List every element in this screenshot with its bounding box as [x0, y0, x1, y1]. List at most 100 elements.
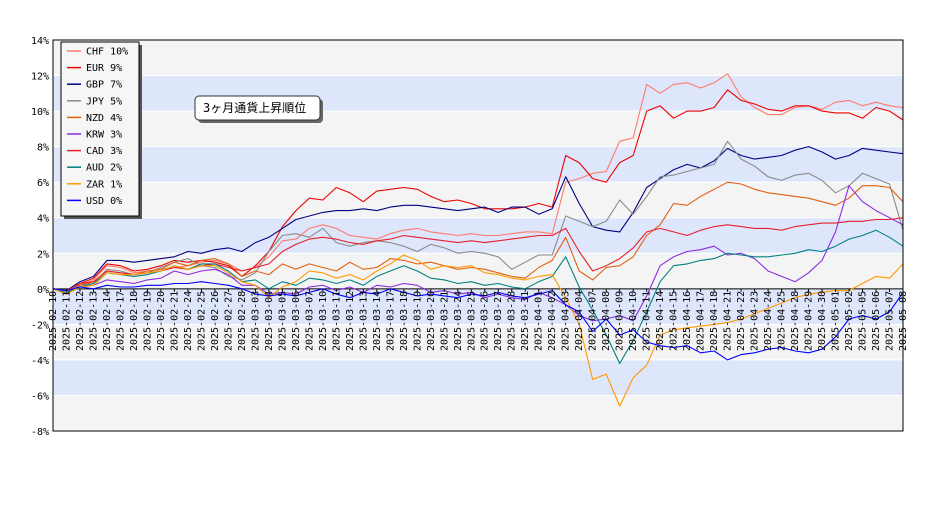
x-tick-label: 2025-02-21	[169, 291, 180, 351]
legend-label: CAD 3%	[86, 146, 122, 157]
x-tick-label: 2025-03-21	[439, 291, 450, 351]
x-tick-label: 2025-04-02	[547, 291, 558, 351]
y-tick-label: -2%	[31, 320, 49, 331]
x-tick-label: 2025-03-13	[358, 291, 369, 351]
x-tick-label: 2025-03-18	[399, 291, 410, 351]
x-tick-label: 2025-04-29	[804, 291, 815, 351]
x-tick-label: 2025-02-14	[102, 291, 113, 351]
x-tick-label: 2025-04-17	[696, 291, 707, 351]
legend-label: CHF 10%	[86, 47, 128, 58]
plot-border	[52, 39, 904, 432]
series-line	[52, 181, 904, 295]
x-tick-label: 2025-02-25	[196, 291, 207, 351]
series-line	[52, 254, 904, 407]
x-tick-label: 2025-03-14	[372, 291, 383, 351]
x-tick-label: 2025-03-19	[412, 291, 423, 351]
x-tick-label: 2025-05-01	[831, 291, 842, 351]
legend-label: JPY 5%	[86, 96, 122, 107]
legend-label: AUD 2%	[86, 163, 122, 174]
chart-title-background	[194, 95, 321, 121]
series-line	[52, 229, 904, 365]
x-tick-label: 2025-05-02	[844, 291, 855, 351]
x-tick-label: 2025-03-07	[304, 291, 315, 351]
plot-band	[53, 40, 903, 76]
x-tick-label: 2025-03-24	[453, 291, 464, 351]
x-tick-label: 2025-05-06	[871, 291, 882, 351]
x-tick-label: 2025-03-03	[250, 291, 261, 351]
x-tick-label: 2025-04-24	[763, 291, 774, 351]
series-line	[52, 281, 904, 361]
series-line	[52, 73, 904, 293]
plot-band	[53, 182, 903, 218]
plot-band	[53, 359, 903, 396]
series-line	[52, 89, 904, 295]
plot-band	[53, 111, 903, 147]
legend-label: EUR 9%	[86, 63, 122, 74]
x-tick-label: 2025-03-25	[466, 291, 477, 351]
x-tick-label: 2025-02-13	[89, 291, 100, 351]
y-tick-label: 12%	[31, 72, 49, 83]
x-tick-label: 2025-02-12	[75, 291, 86, 351]
series-lines	[52, 73, 904, 407]
x-tick-label: 2025-03-28	[507, 291, 518, 351]
x-tick-label: 2025-03-20	[426, 291, 437, 351]
legend-label: GBP 7%	[86, 80, 122, 91]
series-line	[52, 140, 904, 292]
x-tick-label: 2025-04-23	[750, 291, 761, 351]
y-tick-label: 10%	[31, 107, 49, 118]
plot-band	[53, 395, 903, 431]
legend: CHF 10% EUR 9% GBP 7% JPY 5% NZD 4% KRW 3% CAD…	[60, 41, 142, 219]
x-tick-label: 2025-05-08	[898, 291, 909, 351]
plot-band	[53, 288, 903, 325]
x-tick-label: 2025-03-04	[264, 291, 275, 351]
y-tick-label: -6%	[31, 391, 49, 402]
y-tick-label: 6%	[37, 178, 49, 189]
x-tick-label: 2025-04-10	[628, 291, 639, 351]
x-tick-label: 2025-04-16	[682, 291, 693, 351]
plot-band	[53, 217, 903, 254]
x-tick-label: 2025-03-11	[331, 291, 342, 351]
x-tick-label: 2025-02-18	[129, 291, 140, 351]
x-tick-label: 2025-02-10	[48, 291, 59, 351]
y-tick-label: 0%	[37, 285, 49, 296]
x-tick-label: 2025-04-01	[534, 291, 545, 351]
background-bands	[53, 40, 903, 431]
x-tick-label: 2025-04-30	[817, 291, 828, 351]
y-tick-label: 2%	[37, 249, 49, 260]
x-tick-label: 2025-04-18	[709, 291, 720, 351]
y-tick-label: 14%	[31, 36, 49, 47]
legend-box	[60, 41, 140, 217]
x-tick-label: 2025-04-04	[574, 291, 585, 351]
legend-label: USD 0%	[86, 196, 122, 207]
x-tick-label: 2025-04-09	[615, 291, 626, 351]
y-tick-label: -8%	[31, 427, 49, 438]
legend-label: ZAR 1%	[86, 179, 122, 190]
x-tick-label: 2025-03-31	[520, 291, 531, 351]
x-tick-label: 2025-03-06	[291, 291, 302, 351]
x-tick-labels: 2025-02-10 2025-02-11 2025-02-12 2025-02-13…	[48, 291, 909, 351]
x-tick-label: 2025-04-15	[669, 291, 680, 351]
x-tick-label: 2025-04-11	[642, 291, 653, 351]
y-tick-label: 8%	[37, 143, 49, 154]
x-tick-label: 2025-02-26	[210, 291, 221, 351]
x-tick-label: 2025-03-10	[318, 291, 329, 351]
x-tick-label: 2025-04-21	[723, 291, 734, 351]
y-tick-label: -4%	[31, 356, 49, 367]
y-tick-label: 4%	[37, 214, 49, 225]
x-tick-label: 2025-04-28	[790, 291, 801, 351]
axes	[52, 39, 904, 432]
x-tick-label: 2025-02-17	[116, 291, 127, 351]
plot-band	[53, 324, 903, 360]
x-tick-label: 2025-02-20	[156, 291, 167, 351]
x-tick-label: 2025-02-28	[237, 291, 248, 351]
x-tick-label: 2025-04-03	[561, 291, 572, 351]
chart-title: 3ヶ月通貨上昇順位	[203, 100, 306, 115]
plot-band	[53, 146, 903, 183]
x-tick-label: 2025-02-19	[142, 291, 153, 351]
x-tick-label: 2025-03-27	[493, 291, 504, 351]
x-tick-label: 2025-04-07	[588, 291, 599, 351]
x-tick-label: 2025-03-26	[480, 291, 491, 351]
series-line	[52, 146, 904, 292]
x-tick-label: 2025-02-11	[62, 291, 73, 351]
